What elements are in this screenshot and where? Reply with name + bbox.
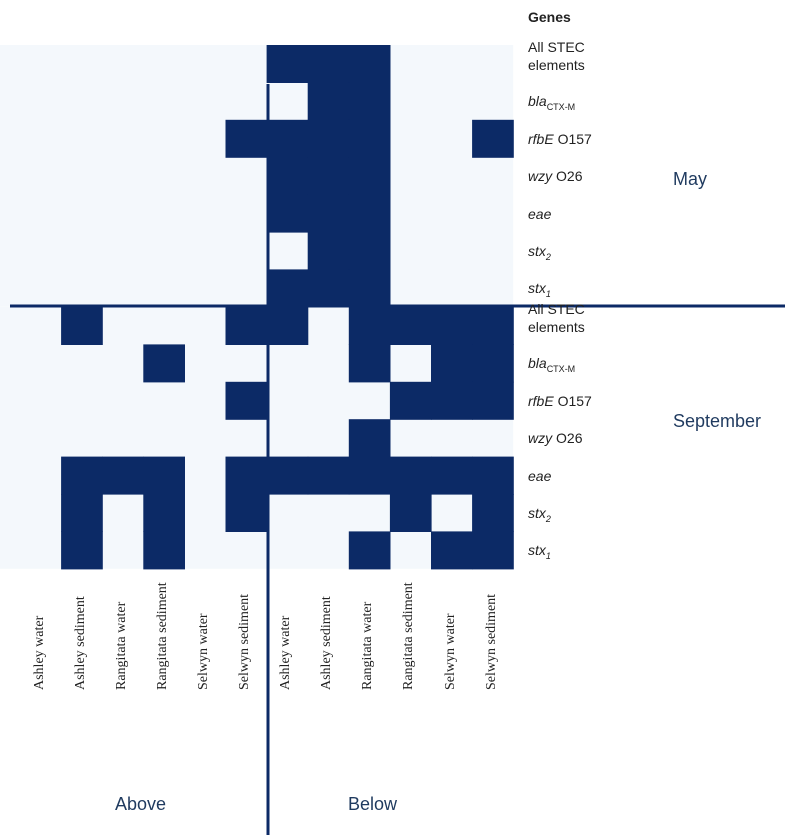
gene-label: wzy O26 (528, 430, 583, 447)
gene-label: rfbE O157 (528, 392, 592, 409)
gene-label: All STEC elements (528, 39, 585, 73)
gene-label: blaCTX-M (528, 93, 576, 113)
gene-label: stx2 (528, 243, 551, 262)
heatmap-cell (389, 381, 432, 420)
gene-label: stx1 (528, 542, 551, 562)
heatmap-cell (348, 269, 391, 308)
heatmap-cell (143, 494, 185, 532)
heatmap-cell (431, 381, 473, 420)
heatmap-cell (472, 456, 514, 495)
heatmap-cell (61, 307, 103, 345)
heatmap-cell (348, 531, 391, 570)
heatmap-cell (348, 419, 391, 458)
heatmap-cell (266, 45, 309, 83)
heatmap-cell (266, 194, 309, 233)
heatmap-cell (389, 456, 432, 495)
heatmap-cell (472, 119, 514, 158)
heatmap-cell (266, 307, 309, 345)
gene-label: blaCTX-M (528, 355, 576, 375)
heatmap-cell (348, 456, 391, 495)
genes-title: Genes (528, 9, 571, 25)
heatmap-cell (389, 307, 432, 345)
heatmap-cell (472, 344, 514, 383)
heatmap-cell (266, 119, 309, 158)
heatmap-cell (225, 119, 268, 158)
heatmap-cell (348, 82, 391, 121)
heatmap-cell (307, 456, 350, 495)
group-label: Above (115, 794, 167, 814)
period-label: May (673, 169, 708, 189)
gene-label: stx1 (528, 280, 551, 300)
gene-label: stx2 (528, 505, 551, 524)
heatmap-cell (143, 531, 185, 570)
heatmap-cell (472, 381, 514, 420)
heatmap-cell (431, 456, 473, 495)
heatmap-cell (389, 494, 432, 532)
heatmap-cell (348, 194, 391, 233)
heatmap-cell (472, 531, 514, 570)
heatmap-cell (348, 157, 391, 196)
heatmap-cell (225, 381, 268, 420)
heatmap-cell (472, 307, 514, 345)
gene-label: wzy O26 (528, 168, 583, 185)
heatmap-cell (143, 456, 185, 495)
heatmap-cell (61, 531, 103, 570)
gene-label: eae (528, 467, 552, 484)
heatmap-cell (307, 194, 350, 233)
gene-label: eae (528, 205, 552, 222)
heatmap-cell (143, 344, 185, 383)
heatmap-cell (348, 307, 391, 345)
heatmap-cell (61, 456, 103, 495)
heatmap-cell (307, 82, 350, 121)
heatmap-cell (307, 119, 350, 158)
heatmap-cell (307, 157, 350, 196)
heatmap-cell (307, 269, 350, 308)
heatmap-cell (225, 494, 268, 532)
heatmap-cell (266, 157, 309, 196)
heatmap-cell (472, 494, 514, 532)
period-label: September (673, 411, 762, 431)
gene-label: All STEC elements (528, 301, 585, 335)
group-label: Below (348, 794, 398, 814)
heatmap-cell (307, 232, 350, 270)
heatmap-cell (266, 269, 309, 308)
heatmap-cell (348, 232, 391, 270)
heatmap-cell (431, 531, 473, 570)
gene-label: rfbE O157 (528, 130, 592, 147)
heatmap-cell (225, 456, 268, 495)
heatmap-cell (307, 45, 350, 83)
heatmap-cell (348, 344, 391, 383)
heatmap-cell (431, 307, 473, 345)
panel-background (0, 45, 514, 307)
heatmap-cell (266, 456, 309, 495)
heatmap-cell (431, 344, 473, 383)
heatmap-cell (61, 494, 103, 532)
heatmap-cell (225, 307, 268, 345)
heatmap-cell (348, 119, 391, 158)
heatmap-cell (348, 45, 391, 83)
heatmap-cell (102, 456, 144, 495)
